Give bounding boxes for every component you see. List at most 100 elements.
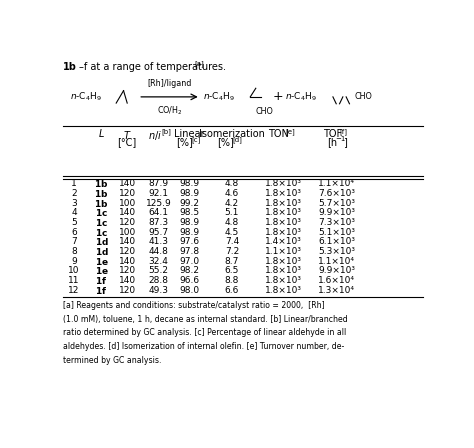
- Text: CHO: CHO: [255, 107, 273, 116]
- Text: 98.2: 98.2: [180, 266, 200, 275]
- Text: 125.9: 125.9: [146, 198, 171, 207]
- Text: 7.6×10³: 7.6×10³: [318, 189, 355, 198]
- Text: $n$-C$_4$H$_9$: $n$-C$_4$H$_9$: [70, 90, 102, 103]
- Text: $\mathbf{1c}$: $\mathbf{1c}$: [95, 217, 108, 228]
- Text: 3: 3: [71, 198, 77, 207]
- Text: termined by GC analysis.: termined by GC analysis.: [63, 356, 162, 365]
- Text: 140: 140: [118, 276, 136, 285]
- Text: 5: 5: [71, 218, 77, 227]
- Text: 9: 9: [71, 257, 77, 266]
- Text: $\mathbf{1d}$: $\mathbf{1d}$: [94, 236, 109, 247]
- Text: 99.2: 99.2: [180, 198, 200, 207]
- Text: [d]: [d]: [233, 136, 243, 142]
- Text: 2: 2: [71, 189, 77, 198]
- Text: –f at a range of temperatures.: –f at a range of temperatures.: [79, 62, 226, 73]
- Text: 1.8×10³: 1.8×10³: [265, 208, 302, 217]
- Text: $\mathbf{1b}$: $\mathbf{1b}$: [94, 188, 109, 199]
- Text: 9.9×10³: 9.9×10³: [318, 266, 355, 275]
- Text: 100: 100: [118, 198, 136, 207]
- Text: 97.6: 97.6: [180, 237, 200, 246]
- Text: 1.1×10³: 1.1×10³: [265, 247, 302, 256]
- Text: [a]: [a]: [194, 60, 204, 67]
- Text: 5.1×10³: 5.1×10³: [318, 228, 355, 237]
- Text: 97.8: 97.8: [180, 247, 200, 256]
- Text: 7.4: 7.4: [225, 237, 239, 246]
- Text: 64.1: 64.1: [148, 208, 168, 217]
- Text: 9.9×10³: 9.9×10³: [318, 208, 355, 217]
- Text: 120: 120: [118, 247, 136, 256]
- Text: 1: 1: [71, 179, 77, 188]
- Text: 11: 11: [68, 276, 80, 285]
- Text: 1.6×10⁴: 1.6×10⁴: [318, 276, 355, 285]
- Text: [%]: [%]: [176, 137, 192, 147]
- Text: 1.4×10³: 1.4×10³: [265, 237, 302, 246]
- Text: $\mathbf{1f}$: $\mathbf{1f}$: [95, 284, 108, 296]
- Text: $n$-C$_4$H$_9$: $n$-C$_4$H$_9$: [285, 90, 317, 103]
- Text: [f]: [f]: [339, 128, 347, 135]
- Text: 140: 140: [118, 179, 136, 188]
- Text: $\mathbf{1b}$: $\mathbf{1b}$: [94, 178, 109, 190]
- Text: 1.8×10³: 1.8×10³: [265, 189, 302, 198]
- Text: ratio determined by GC analysis. [c] Percentage of linear aldehyde in all: ratio determined by GC analysis. [c] Per…: [63, 328, 346, 337]
- Text: 120: 120: [118, 285, 136, 294]
- Text: 5.1: 5.1: [225, 208, 239, 217]
- Text: $T$: $T$: [123, 129, 131, 141]
- Text: aldehydes. [d] Isomerization of internal olefin. [e] Turnover number, de-: aldehydes. [d] Isomerization of internal…: [63, 342, 344, 351]
- Text: $\mathbf{1b}$: $\mathbf{1b}$: [94, 198, 109, 209]
- Text: 98.9: 98.9: [180, 179, 200, 188]
- Text: [e]: [e]: [285, 128, 295, 135]
- Text: +: +: [273, 90, 283, 103]
- Text: $n$-C$_4$H$_9$: $n$-C$_4$H$_9$: [202, 90, 235, 103]
- Text: 120: 120: [118, 189, 136, 198]
- Text: $\mathbf{1c}$: $\mathbf{1c}$: [95, 227, 108, 237]
- Text: 1.3×10⁴: 1.3×10⁴: [318, 285, 355, 294]
- Text: 8.8: 8.8: [225, 276, 239, 285]
- Text: 28.8: 28.8: [148, 276, 168, 285]
- Text: $\mathbf{1e}$: $\mathbf{1e}$: [94, 265, 109, 276]
- Text: 5.7×10³: 5.7×10³: [318, 198, 355, 207]
- Text: 98.9: 98.9: [180, 228, 200, 237]
- Text: 120: 120: [118, 266, 136, 275]
- Text: 140: 140: [118, 208, 136, 217]
- Text: 10: 10: [68, 266, 80, 275]
- Text: Isomerization: Isomerization: [199, 129, 265, 139]
- Text: 1.8×10³: 1.8×10³: [265, 218, 302, 227]
- Text: 87.9: 87.9: [148, 179, 168, 188]
- Text: $\mathbf{1f}$: $\mathbf{1f}$: [95, 275, 108, 286]
- Text: 1.1×10⁴: 1.1×10⁴: [318, 179, 355, 188]
- Text: 41.3: 41.3: [148, 237, 168, 246]
- Text: [h: [h: [327, 137, 337, 147]
- Text: L: L: [99, 129, 104, 139]
- Text: −1: −1: [335, 136, 346, 142]
- Text: 4.8: 4.8: [225, 218, 239, 227]
- Text: 8.7: 8.7: [225, 257, 239, 266]
- Text: 97.0: 97.0: [180, 257, 200, 266]
- Text: 98.9: 98.9: [180, 218, 200, 227]
- Text: 32.4: 32.4: [148, 257, 168, 266]
- Text: 7.2: 7.2: [225, 247, 239, 256]
- Text: 1.8×10³: 1.8×10³: [265, 228, 302, 237]
- Text: CO/H$_2$: CO/H$_2$: [157, 104, 182, 117]
- Text: 140: 140: [118, 257, 136, 266]
- Text: 6.1×10³: 6.1×10³: [318, 237, 355, 246]
- Text: $\mathbf{1d}$: $\mathbf{1d}$: [94, 246, 109, 257]
- Text: [°C]: [°C]: [118, 137, 137, 147]
- Text: 98.5: 98.5: [180, 208, 200, 217]
- Text: 4.6: 4.6: [225, 189, 239, 198]
- Text: 140: 140: [118, 237, 136, 246]
- Text: 98.9: 98.9: [180, 189, 200, 198]
- Text: [Rh]/ligand: [Rh]/ligand: [147, 79, 191, 88]
- Text: $n/i$: $n/i$: [148, 129, 163, 142]
- Text: 1.8×10³: 1.8×10³: [265, 276, 302, 285]
- Text: 1.8×10³: 1.8×10³: [265, 198, 302, 207]
- Text: 8: 8: [71, 247, 77, 256]
- Text: 7.3×10³: 7.3×10³: [318, 218, 355, 227]
- Text: Linear: Linear: [174, 129, 205, 139]
- Text: 44.8: 44.8: [148, 247, 168, 256]
- Text: [b]: [b]: [162, 128, 172, 135]
- Text: 96.6: 96.6: [180, 276, 200, 285]
- Text: TON: TON: [268, 129, 289, 139]
- Text: 6: 6: [71, 228, 77, 237]
- Text: 87.3: 87.3: [148, 218, 168, 227]
- Text: 1.8×10³: 1.8×10³: [265, 285, 302, 294]
